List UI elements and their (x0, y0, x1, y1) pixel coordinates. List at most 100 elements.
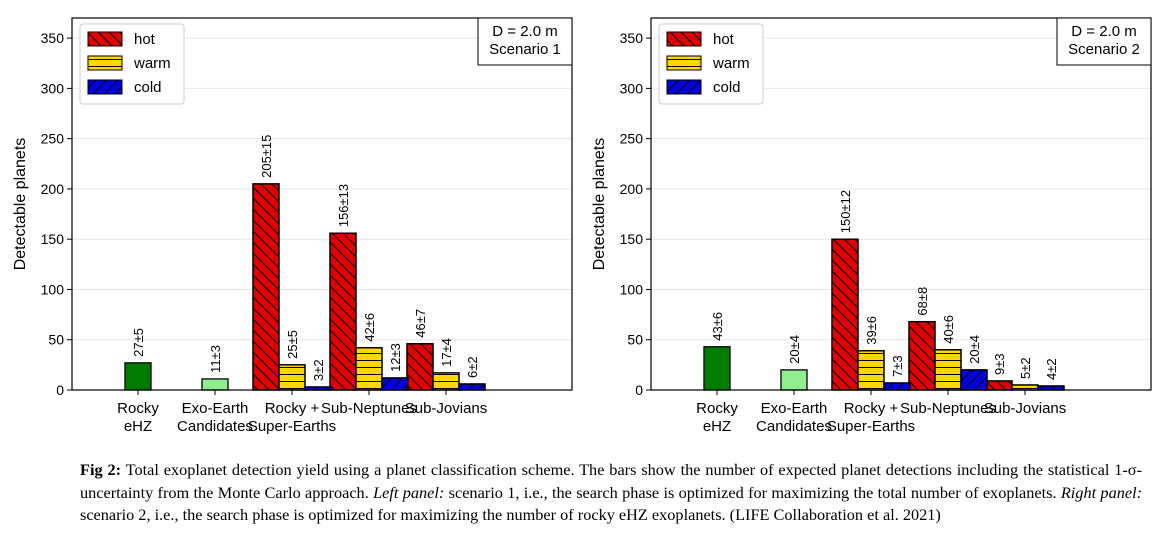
info-box-line: Scenario 1 (489, 41, 561, 58)
legend-swatch-hatch (666, 55, 702, 71)
y-tick-label: 300 (620, 80, 644, 96)
y-axis-label: Detectable planets (12, 138, 29, 271)
bar-single (124, 362, 152, 391)
x-category-label: Exo-Earth (182, 400, 249, 417)
bar-cold-hatch (960, 369, 988, 391)
bar-value-label: 156±13 (336, 184, 351, 227)
bar-warm-hatch (857, 350, 885, 391)
right-chart-panel: 0 50 100 150 200 250 300 350 Detectable planets R… (591, 17, 1152, 435)
caption-text-part-3: scenario 2, i.e., the search phase is op… (80, 505, 941, 524)
plot-frame (650, 17, 1152, 391)
legend-label-cold: cold (134, 79, 162, 96)
x-category-label: Sub-Jovians (405, 400, 488, 417)
x-category-label: eHZ (124, 418, 152, 435)
y-tick-label: 200 (620, 181, 644, 197)
y-axis-label: Detectable planets (591, 138, 608, 271)
x-category-label: Rocky (117, 400, 159, 417)
x-category-label: eHZ (703, 418, 731, 435)
x-category-label: Candidates (756, 418, 832, 435)
y-tick-label: 350 (41, 30, 65, 46)
bar-value-label: 43±6 (710, 312, 725, 341)
bar-warm-hatch (278, 364, 306, 391)
x-category-label: Rocky + (844, 400, 899, 417)
y-tick-label: 50 (48, 332, 64, 348)
bar-hot-hatch (329, 232, 357, 391)
bar-value-label: 12±3 (388, 343, 403, 372)
legend-swatch-hatch (87, 55, 123, 71)
bar-value-label: 68±8 (915, 287, 930, 316)
info-box (477, 17, 573, 66)
bar-value-label: 205±15 (259, 135, 274, 178)
y-tick-label: 0 (56, 382, 64, 398)
bar-value-label: 3±2 (311, 359, 326, 381)
x-category-label: Sub-Jovians (984, 400, 1067, 417)
x-category-label: Candidates (177, 418, 253, 435)
info-box (1056, 17, 1152, 66)
bar-value-label: 11±3 (208, 345, 223, 373)
bar-warm-hatch (355, 347, 383, 391)
bar-single (780, 369, 808, 391)
legend-label-warm: warm (712, 55, 750, 72)
legend-label-hot: hot (713, 31, 735, 48)
x-category-label: Rocky (696, 400, 738, 417)
bar-value-label: 27±5 (131, 328, 146, 357)
legend-label-hot: hot (134, 31, 156, 48)
bar-value-label: 6±2 (465, 356, 480, 378)
y-tick-label: 250 (620, 131, 644, 147)
y-tick-label: 150 (620, 231, 644, 247)
bar-hot-hatch (985, 380, 1013, 391)
bar-value-label: 20±4 (967, 335, 982, 364)
bar-warm-hatch (432, 372, 460, 391)
bar-cold-hatch (458, 383, 486, 391)
x-category-label: Exo-Earth (761, 400, 828, 417)
bar-hot-hatch (406, 343, 434, 391)
y-tick-label: 200 (41, 181, 65, 197)
bar-value-label: 5±2 (1018, 357, 1033, 379)
bar-warm-hatch (934, 349, 962, 391)
y-tick-label: 250 (41, 131, 65, 147)
bar-warm-hatch (1011, 384, 1039, 391)
bar-value-label: 9±3 (992, 353, 1007, 375)
bar-hot-hatch (831, 238, 859, 391)
legend-swatch-hatch (666, 79, 702, 95)
bar-single (201, 378, 229, 391)
bar-cold-hatch (381, 377, 409, 391)
y-tick-label: 100 (41, 281, 65, 297)
legend-swatch-hatch (87, 79, 123, 95)
y-tick-label: 0 (635, 382, 643, 398)
bar-value-label: 39±6 (864, 316, 879, 345)
bar-value-label: 40±6 (941, 315, 956, 344)
bar-value-label: 20±4 (787, 335, 802, 364)
bar-cold-hatch (883, 382, 911, 391)
bar-single (703, 346, 731, 391)
bar-value-label: 4±2 (1044, 358, 1059, 380)
x-category-label: Super-Earths (827, 418, 915, 435)
bar-value-label: 46±7 (413, 309, 428, 338)
info-box-line: D = 2.0 m (1071, 23, 1136, 40)
bar-value-label: 7±3 (890, 355, 905, 377)
legend-swatch-hatch (87, 31, 123, 47)
caption-text-part-1: Total exoplanet detection yield using a … (80, 460, 1142, 502)
legend-swatch-hatch (666, 31, 702, 47)
left-chart-panel: 0 50 100 150 200 250 300 350 Detectable planets R… (12, 17, 573, 435)
legend-label-warm: warm (133, 55, 171, 72)
caption-text-part-2: scenario 1, i.e., the search phase is op… (444, 482, 1061, 502)
caption-right-panel-label: Right panel: (1060, 482, 1143, 502)
legend-label-cold: cold (713, 79, 741, 96)
plot-frame (71, 17, 573, 391)
x-category-label: Sub-Neptunes (321, 400, 417, 417)
caption-figure-number: Fig 2: (80, 460, 122, 479)
y-tick-label: 300 (41, 80, 65, 96)
bar-hot-hatch (252, 183, 280, 391)
y-tick-label: 50 (627, 332, 643, 348)
info-box-line: D = 2.0 m (492, 23, 557, 40)
x-category-label: Super-Earths (248, 418, 336, 435)
y-tick-label: 350 (620, 30, 644, 46)
bar-cold-hatch (1037, 385, 1065, 391)
bar-value-label: 25±5 (285, 330, 300, 359)
caption-left-panel-label: Left panel: (373, 482, 445, 502)
figure-caption: Fig 2: Total exoplanet detection yield u… (80, 459, 1142, 527)
bar-value-label: 17±4 (439, 338, 454, 367)
bar-value-label: 150±12 (838, 190, 853, 233)
figure: 0 50 100 150 200 250 300 350 Detectable planets R… (12, 17, 1152, 435)
